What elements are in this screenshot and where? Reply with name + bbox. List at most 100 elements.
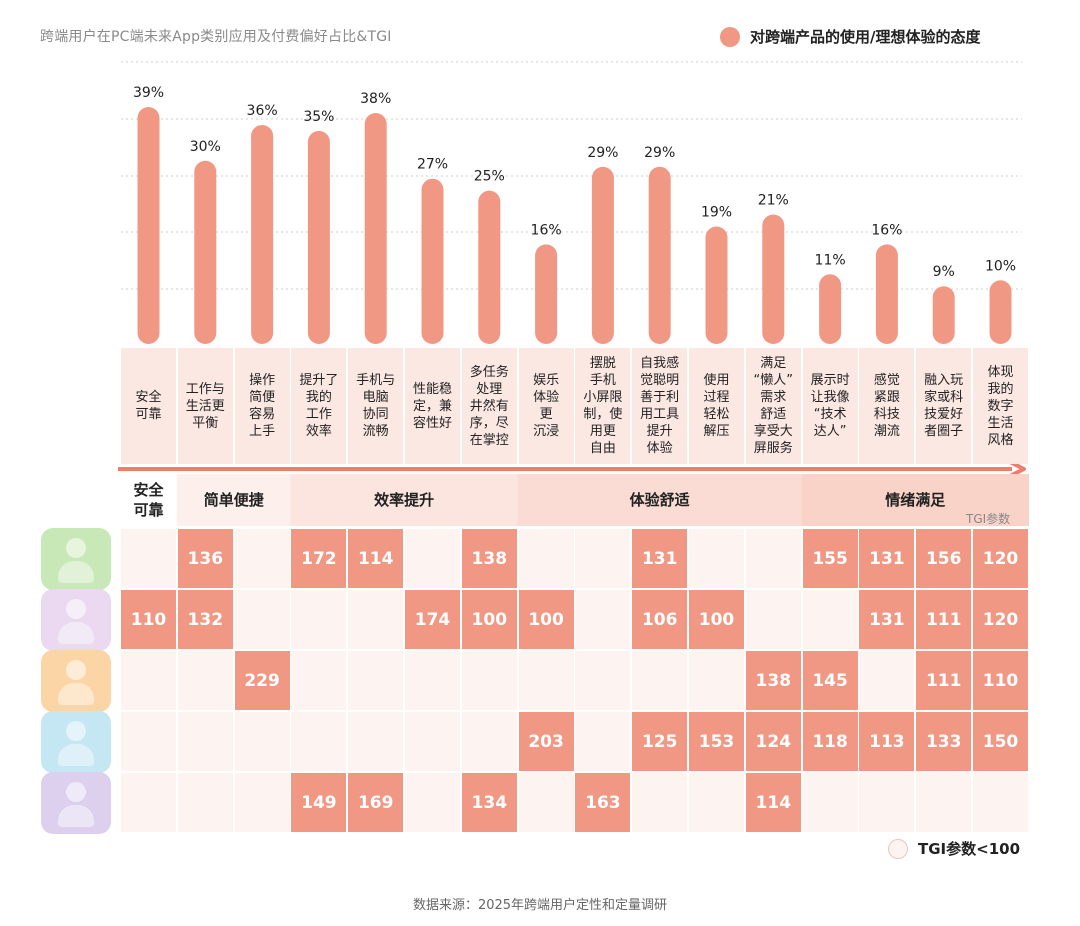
tgi-cell-r0-c3: 172 (291, 529, 347, 588)
tgi-cell-r2-c12: 145 (802, 651, 858, 710)
group-band-3 (517, 474, 802, 526)
tgi-cell-r0-c9: 131 (632, 529, 688, 588)
tgi-cell-r4-c11: 114 (745, 773, 801, 832)
category-label-8: 摆脱 手机 小屏限 制，使 用更 自由 (575, 348, 631, 464)
tgi-cell-r2-c6 (461, 651, 517, 710)
bar-value-label-10: 19% (701, 205, 732, 221)
category-label-1: 工作与 生活更 平衡 (177, 348, 233, 464)
category-label-0: 安全 可靠 (121, 348, 176, 464)
tgi-cell-r2-c15: 110 (973, 651, 1028, 710)
tgi-cell-r4-c15 (973, 773, 1028, 832)
persona-avatar-icon-3 (41, 711, 111, 773)
bar-value-label-15: 10% (985, 258, 1016, 274)
tgi-cell-r1-c3 (291, 590, 347, 649)
category-label-15: 体现 我的 数字 生活 风格 (973, 348, 1028, 464)
bar-value-label-11: 21% (758, 193, 789, 209)
tgi-cell-r2-c2: 229 (234, 651, 290, 710)
tgi-cell-r3-c15: 150 (973, 712, 1028, 771)
tgi-cell-r1-c15: 120 (973, 590, 1028, 649)
tgi-cell-r1-c11 (745, 590, 801, 649)
tgi-cell-r1-c0: 110 (121, 590, 176, 649)
tgi-cell-r4-c8: 163 (575, 773, 631, 832)
bar-value-label-2: 36% (247, 103, 278, 119)
tgi-cell-r2-c0 (121, 651, 176, 710)
tgi-cell-r3-c13: 113 (859, 712, 915, 771)
category-label-2: 操作 简便 容易 上手 (234, 348, 290, 464)
bar-11 (762, 214, 785, 344)
tgi-cell-r0-c7 (518, 529, 574, 588)
tgi-cell-r0-c0 (121, 529, 176, 588)
group-label-0: 安全 可靠 (133, 481, 164, 519)
bar-value-label-6: 25% (474, 169, 505, 185)
bar-value-label-9: 29% (644, 145, 675, 161)
tgi-cell-r0-c10 (689, 529, 744, 588)
bar-8 (591, 166, 614, 344)
bar-12 (819, 274, 842, 344)
tgi-cell-r4-c10 (689, 773, 744, 832)
tgi-cell-r4-c12 (802, 773, 858, 832)
tgi-cell-r4-c0 (121, 773, 176, 832)
category-label-12: 展示时 让我像 “技术 达人” (802, 348, 858, 464)
tgi-cell-r3-c0 (121, 712, 176, 771)
bar-14 (932, 286, 955, 344)
bar-value-label-12: 11% (815, 252, 846, 268)
tgi-cell-r0-c2 (234, 529, 290, 588)
bar-value-label-1: 30% (190, 139, 221, 155)
tgi-cell-r4-c2 (234, 773, 290, 832)
bar-13 (875, 244, 898, 344)
legend-top-label: 对跨端产品的使用/理想体验的态度 (750, 28, 981, 46)
category-label-3: 提升了 我的 工作 效率 (291, 348, 347, 464)
group-band-4 (801, 474, 1029, 526)
tgi-cell-r3-c8 (575, 712, 631, 771)
tgi-cell-r0-c15: 120 (973, 529, 1028, 588)
bar-value-label-13: 16% (871, 222, 902, 238)
category-label-6: 多任务 处理 井然有 序，尽 在掌控 (461, 348, 517, 464)
tgi-cell-r0-c14: 156 (916, 529, 972, 588)
tgi-cell-r1-c12 (802, 590, 858, 649)
bar-9 (648, 166, 671, 344)
tgi-cell-r4-c5 (405, 773, 460, 832)
persona-avatar-icon-2 (41, 650, 111, 712)
tgi-cell-r0-c6: 138 (461, 529, 517, 588)
bar-value-label-4: 38% (360, 91, 391, 107)
tgi-cell-r3-c9: 125 (632, 712, 688, 771)
tgi-cell-r1-c14: 111 (916, 590, 972, 649)
bar-5 (421, 178, 444, 344)
bar-4 (364, 113, 387, 344)
tgi-cell-r1-c9: 106 (632, 590, 688, 649)
category-label-7: 娱乐 体验 更 沉浸 (518, 348, 574, 464)
tgi-cell-r3-c5 (405, 712, 460, 771)
tgi-cell-r2-c3 (291, 651, 347, 710)
tgi-cell-r2-c14: 111 (916, 651, 972, 710)
chart-title: 跨端用户在PC端未来App类别应用及付费偏好占比&TGI (40, 29, 392, 45)
tgi-cell-r0-c5 (405, 529, 460, 588)
tgi-cell-r2-c9 (632, 651, 688, 710)
category-label-10: 使用 过程 轻松 解压 (689, 348, 744, 464)
tgi-cell-r2-c13 (859, 651, 915, 710)
bar-6 (478, 190, 501, 344)
tgi-cell-r2-c8 (575, 651, 631, 710)
category-label-14: 融入玩 家或科 技爱好 者圈子 (916, 348, 972, 464)
tgi-cell-r3-c2 (234, 712, 290, 771)
tgi-cell-r2-c5 (405, 651, 460, 710)
bar-7 (535, 244, 558, 344)
persona-avatar-icon-1 (41, 589, 111, 651)
tgi-cell-r4-c14 (916, 773, 972, 832)
group-label-3: 体验舒适 (629, 491, 690, 509)
tgi-cell-r1-c13: 131 (859, 590, 915, 649)
bar-10 (705, 226, 728, 344)
tgi-cell-r1-c1: 132 (177, 590, 233, 649)
group-band-1 (176, 474, 291, 526)
tgi-cell-r0-c12: 155 (802, 529, 858, 588)
tgi-cell-r2-c1 (177, 651, 233, 710)
group-label-2: 效率提升 (374, 491, 435, 509)
tgi-cell-r3-c14: 133 (916, 712, 972, 771)
tgi-note: TGI参数 (966, 512, 1011, 526)
tgi-cell-r2-c11: 138 (745, 651, 801, 710)
legend-bottom-label: TGI参数<100 (918, 840, 1021, 858)
tgi-cell-r4-c7 (518, 773, 574, 832)
tgi-cell-r3-c11: 124 (745, 712, 801, 771)
category-label-11: 满足 “懒人” 需求 舒适 享受大 屏服务 (745, 348, 801, 464)
tgi-cell-r1-c4 (348, 590, 404, 649)
tgi-cell-r0-c8 (575, 529, 631, 588)
